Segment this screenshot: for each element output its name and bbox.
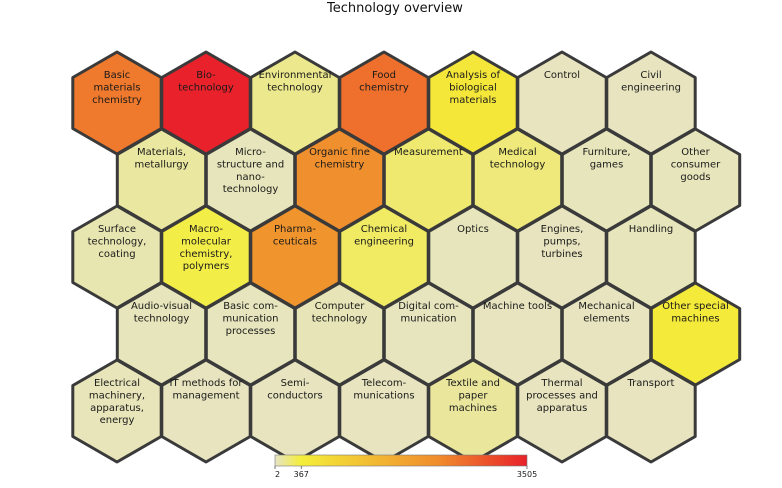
hex-label-audio-visual-technology: Audio-visual technology (131, 301, 192, 324)
hex-label-it-methods-for-management: IT methods for management (170, 378, 244, 401)
hex-label-computer-technology: Computer technology (312, 301, 368, 324)
hex-label-basic-materials-chemistry: Basic materials chemistry (92, 70, 142, 106)
hex-label-furniture-games: Furniture, games (582, 147, 630, 170)
colorbar (274, 454, 528, 467)
hex-label-measurement: Measurement (394, 147, 463, 158)
hex-label-bio-technology: Bio-technology (178, 70, 234, 93)
hex-label-environmental-technology: Environmental technology (259, 70, 332, 93)
hex-label-organic-fine-chemistry: Organic fine chemistry (309, 147, 370, 170)
colorbar-tick-label: 2 (275, 470, 280, 479)
hex-label-handling: Handling (629, 224, 674, 235)
hex-label-medical-technology: Medical technology (490, 147, 546, 170)
hex-label-mechanical-elements: Mechanical elements (578, 301, 634, 324)
hex-label-control: Control (544, 70, 580, 81)
hex-label-analysis-of-biological-materials: Analysis of biological materials (446, 70, 500, 106)
hex-label-optics: Optics (457, 224, 489, 235)
colorbar-tick-label: 3505 (517, 470, 537, 479)
hex-label-transport: Transport (627, 378, 675, 389)
hex-transport (605, 358, 697, 464)
hex-label-thermal-processes-and-apparatus: Thermal processes and apparatus (526, 378, 598, 414)
hex-label-food-chemistry: Food chemistry (359, 70, 409, 93)
hex-label-textile-and-paper-machines: Textile and paper machines (445, 378, 500, 414)
hex-label-pharma-ceuticals: Pharma-ceuticals (273, 224, 317, 247)
hex-label-electrical-machinery-apparatus-energy: Electrical machinery, apparatus, energy (89, 378, 145, 426)
hex-label-machine-tools: Machine tools (483, 301, 552, 312)
colorbar-tick-label: 367 (294, 470, 309, 479)
hex-label-macro-molecular-chemistry-polymers: Macro-molecular chemistry, polymers (180, 224, 233, 272)
hex-label-surface-technology-coating: Surface technology, coating (88, 224, 147, 260)
hex-label-digital-com-munication: Digital com-munication (398, 301, 459, 324)
hex-label-basic-com-munication-processes: Basic com-munication processes (223, 301, 279, 337)
hex-label-civil-engineering: Civil engineering (621, 70, 681, 93)
hex-label-chemical-engineering: Chemical engineering (354, 224, 414, 247)
hex-label-telecom-munications: Telecom-munications (353, 378, 414, 401)
hex-label-micro-structure-and-nano-technology: Micro-structure and nano-technology (217, 147, 284, 195)
hex-label-other-consumer-goods: Other consumer goods (671, 147, 721, 183)
hex-label-materials-metallurgy: Materials, metallurgy (134, 147, 188, 170)
chart-title: Technology overview (327, 1, 463, 16)
hex-label-semi-conductors: Semi-conductors (267, 378, 323, 401)
hex-label-other-special-machines: Other special machines (662, 301, 728, 324)
hex-label-engines-pumps-turbines: Engines, pumps, turbines (541, 224, 584, 260)
